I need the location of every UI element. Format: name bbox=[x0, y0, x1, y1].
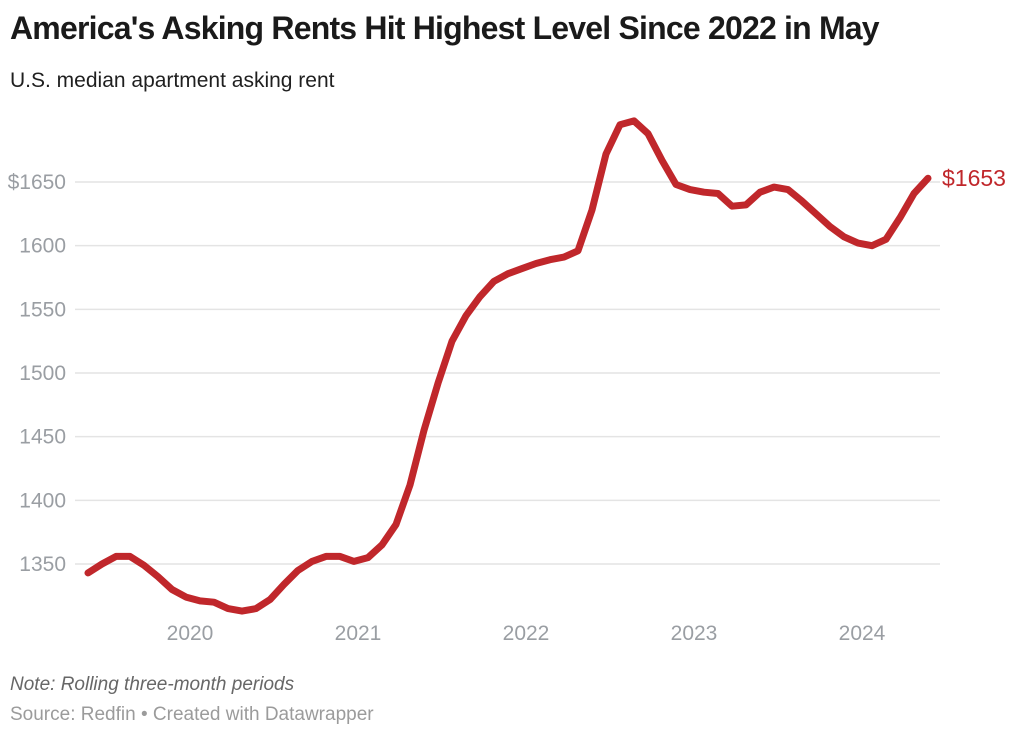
chart-title: America's Asking Rents Hit Highest Level… bbox=[10, 10, 880, 46]
y-axis-label: $1650 bbox=[8, 171, 66, 194]
y-axis-label: 1500 bbox=[19, 362, 66, 385]
chart-source: Source: Redfin • Created with Datawrappe… bbox=[10, 704, 374, 725]
x-axis-label: 2024 bbox=[839, 622, 886, 645]
rent-line-chart: $1650 1600 1550 1500 1450 1400 1350 2020 2021 202… bbox=[8, 117, 1006, 645]
chart-subtitle: U.S. median apartment asking rent bbox=[10, 69, 335, 92]
chart-note: Note: Rolling three-month periods bbox=[10, 674, 295, 695]
x-axis-label: 2021 bbox=[335, 622, 382, 645]
y-axis-label: 1600 bbox=[19, 235, 66, 258]
y-axis-label: 1450 bbox=[19, 426, 66, 449]
x-axis-label: 2022 bbox=[503, 622, 550, 645]
y-axis-label: 1550 bbox=[19, 298, 66, 321]
y-axis-label: 1400 bbox=[19, 489, 66, 512]
x-axis-label: 2023 bbox=[671, 622, 718, 645]
end-value-label: $1653 bbox=[942, 165, 1006, 191]
rent-line bbox=[84, 117, 932, 615]
x-axis-label: 2020 bbox=[167, 622, 214, 645]
y-axis-label: 1350 bbox=[19, 553, 66, 576]
